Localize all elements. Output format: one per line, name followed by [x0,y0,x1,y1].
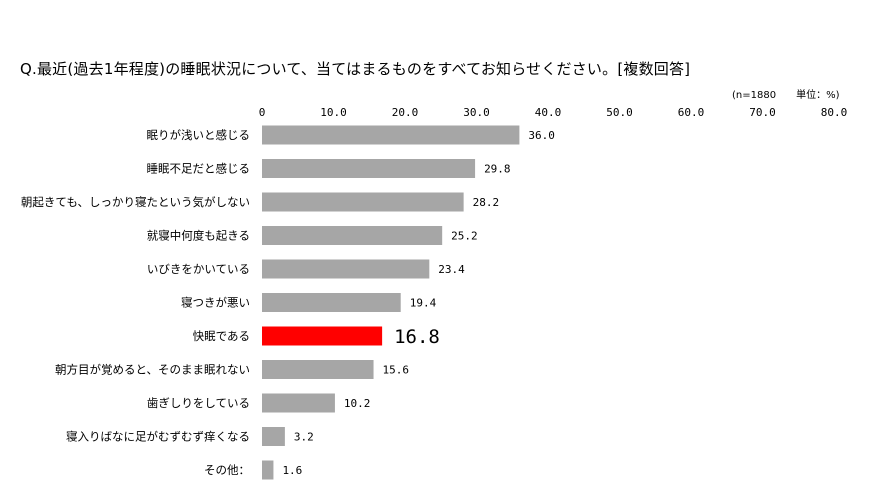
data-label: 23.4 [438,263,465,276]
bar [262,125,520,145]
data-label: 3.2 [294,431,314,444]
bar [262,460,274,480]
bar [262,259,430,279]
x-tick-label: 50.0 [606,106,633,119]
category-label: 睡眠不足だと感じる [147,162,251,176]
x-tick-label: 10.0 [320,106,347,119]
category-label: 朝方目が覚めると、そのまま眠れない [55,363,250,377]
category-label: その他： [204,463,250,477]
x-tick-label: 80.0 [821,106,848,119]
data-label: 1.6 [282,464,302,477]
data-label-highlight: 16.8 [394,326,440,348]
category-label: 寝入りばなに足がむずむず痒くなる [66,430,250,444]
category-label: 朝起きても、しっかり寝たという気がしない [21,195,250,209]
data-label: 19.4 [410,297,437,310]
x-tick-label: 60.0 [678,106,705,119]
sample-size-unit-note: (n=1880 単位：%) [732,90,840,101]
bar-highlight [262,326,383,346]
category-label: 快眠である [193,329,250,343]
data-label: 29.8 [484,163,511,176]
category-label: いびきをかいている [147,262,250,276]
bar [262,192,464,212]
category-label: 歯ぎしりをしている [147,396,250,410]
x-tick-label: 40.0 [535,106,562,119]
data-label: 28.2 [473,196,500,209]
x-tick-label: 0 [259,106,266,119]
chart-title: Q.最近(過去1年程度)の睡眠状況について、当てはまるものをすべてお知らせくださ… [20,60,691,78]
bar [262,293,401,312]
data-label: 25.2 [451,230,478,243]
x-tick-label: 70.0 [749,106,776,119]
category-label: 就寝中何度も起きる [147,229,250,243]
bar [262,393,335,413]
data-label: 36.0 [528,129,555,142]
data-label: 10.2 [344,397,371,410]
category-label: 寝つきが悪い [181,296,250,310]
category-label: 眠りが浅いと感じる [147,128,251,142]
bar [262,226,443,245]
bar [262,360,374,379]
bar [262,159,476,178]
x-tick-label: 30.0 [463,106,490,119]
data-label: 15.6 [383,364,410,377]
bar [262,427,285,446]
x-tick-label: 20.0 [392,106,419,119]
